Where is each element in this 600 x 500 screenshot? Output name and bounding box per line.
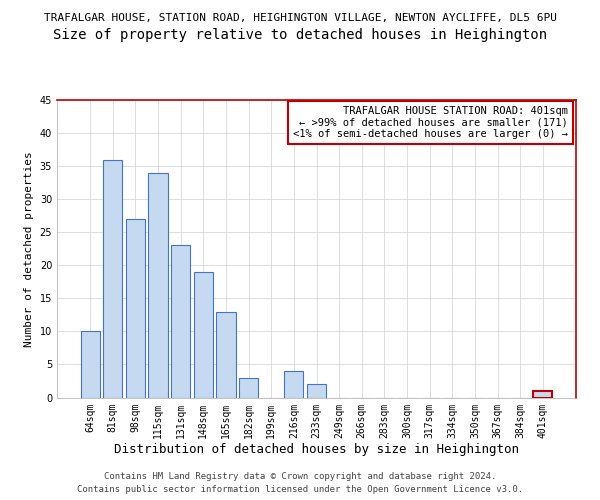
Text: TRAFALGAR HOUSE STATION ROAD: 401sqm
← >99% of detached houses are smaller (171): TRAFALGAR HOUSE STATION ROAD: 401sqm ← >…	[293, 106, 568, 139]
Text: Size of property relative to detached houses in Heighington: Size of property relative to detached ho…	[53, 28, 547, 42]
Text: Contains public sector information licensed under the Open Government Licence v3: Contains public sector information licen…	[77, 485, 523, 494]
Bar	[80, 332, 100, 398]
Bar	[284, 371, 304, 398]
X-axis label: Distribution of detached houses by size in Heighington: Distribution of detached houses by size …	[114, 443, 519, 456]
Bar	[217, 312, 236, 398]
Text: TRAFALGAR HOUSE, STATION ROAD, HEIGHINGTON VILLAGE, NEWTON AYCLIFFE, DL5 6PU: TRAFALGAR HOUSE, STATION ROAD, HEIGHINGT…	[44, 12, 557, 22]
Bar	[239, 378, 258, 398]
Text: Contains HM Land Registry data © Crown copyright and database right 2024.: Contains HM Land Registry data © Crown c…	[104, 472, 496, 481]
Bar	[103, 160, 122, 398]
Bar	[194, 272, 213, 398]
Bar	[533, 391, 553, 398]
Bar	[171, 246, 190, 398]
Bar	[148, 172, 168, 398]
Bar	[126, 219, 145, 398]
Y-axis label: Number of detached properties: Number of detached properties	[24, 151, 34, 346]
Bar	[307, 384, 326, 398]
